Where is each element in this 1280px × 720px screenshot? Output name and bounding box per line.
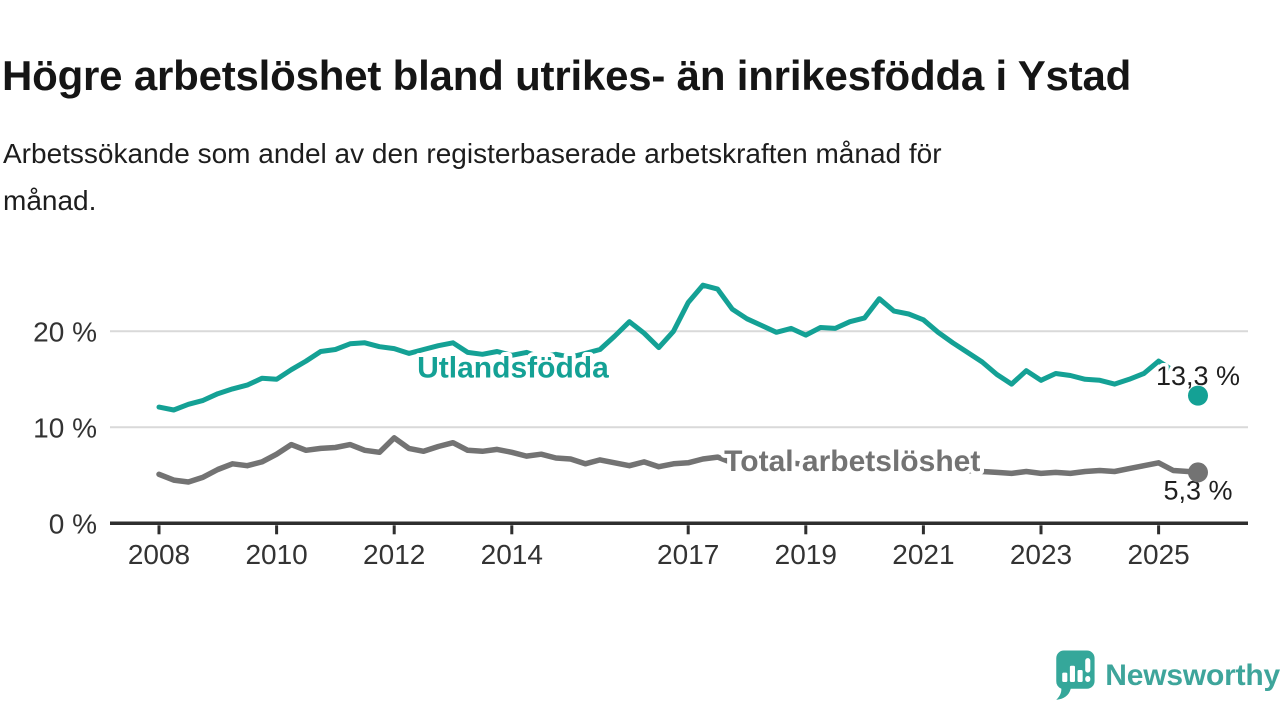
page-title: Högre arbetslöshet bland utrikes- än inr… (2, 52, 1132, 100)
series-label-total-arbetsloshet: Total arbetslöshet (724, 445, 980, 478)
x-tick-label: 2019 (775, 539, 837, 570)
series-line-utlandsfodda (156, 282, 1201, 413)
end-dot-utlandsfodda (1187, 385, 1208, 406)
x-tick-label: 2021 (892, 539, 954, 570)
x-tick-label: 2012 (363, 539, 425, 570)
x-tick-label: 2017 (657, 539, 719, 570)
subtitle-line-1: Arbetssökande som andel av den registerb… (3, 138, 942, 169)
x-tick-label: 2025 (1127, 539, 1189, 570)
series-line-total-arbetsloshet (156, 435, 1201, 485)
y-tick-label: 10 % (33, 412, 97, 443)
subtitle-line-2: månad. (3, 185, 97, 216)
x-tick-label: 2014 (481, 539, 543, 570)
newsworthy-logo: Newsworthy (1052, 644, 1280, 708)
end-value-label-total-arbetsloshet: 5,3 % (1163, 475, 1232, 505)
y-tick-label: 0 % (49, 508, 97, 539)
series-label-utlandsfodda: Utlandsfödda (417, 351, 609, 384)
x-tick-label: 2008 (128, 539, 190, 570)
end-dot-total-arbetsloshet (1187, 462, 1208, 483)
x-tick-label: 2023 (1010, 539, 1072, 570)
chart-subtitle: Arbetssökande som andel av den registerb… (3, 130, 1203, 224)
brand-name: Newsworthy (1105, 659, 1280, 692)
bar-chart-speech-bubble-icon (1056, 650, 1095, 700)
y-tick-label: 20 % (33, 316, 97, 347)
x-tick-label: 2010 (245, 539, 307, 570)
